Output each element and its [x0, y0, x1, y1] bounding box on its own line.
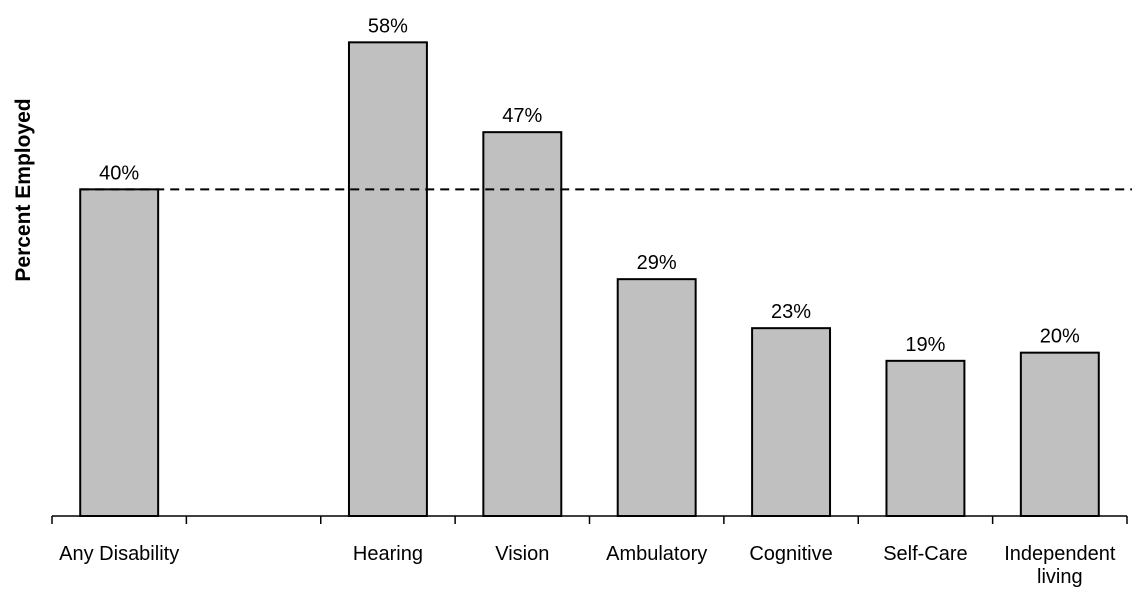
bar [1019, 351, 1100, 517]
x-tick-label: Self-Care [883, 543, 968, 565]
value-label: 47% [502, 105, 542, 127]
bar [616, 278, 697, 517]
bar [885, 359, 966, 518]
value-label: 40% [99, 162, 139, 184]
value-label: 29% [637, 252, 677, 274]
value-label: 23% [771, 301, 811, 323]
x-tick-label: Hearing [352, 543, 423, 565]
value-label: 58% [368, 15, 408, 37]
x-tick-label: Ambulatory [606, 543, 708, 565]
x-tick-label: Cognitive [749, 543, 833, 565]
bar [751, 327, 832, 517]
bar [347, 41, 428, 517]
x-tick-label: Independent living [1004, 543, 1116, 588]
x-tick-label: Vision [495, 543, 550, 565]
x-tick-label: Any Disability [59, 543, 180, 565]
value-label: 20% [1040, 326, 1080, 348]
value-label: 19% [905, 334, 945, 356]
bar [79, 188, 160, 517]
bar [482, 131, 563, 518]
y-axis-label: Percent Employed [12, 98, 35, 281]
